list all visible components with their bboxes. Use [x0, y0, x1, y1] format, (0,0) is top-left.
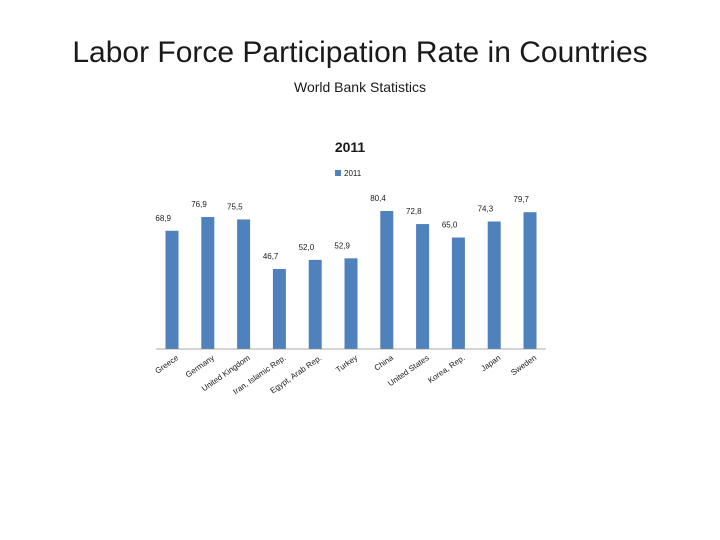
value-label: 46,7	[263, 252, 279, 261]
legend: 2011	[335, 169, 362, 178]
category-label: Japan	[479, 353, 502, 373]
legend-swatch	[335, 170, 341, 176]
bar-greece	[165, 230, 179, 349]
category-label: Turkey	[334, 353, 359, 374]
category-label: Greece	[153, 353, 180, 376]
value-label: 52,0	[299, 243, 315, 252]
bar-japan	[487, 221, 501, 349]
bar-egypt-arab-rep	[308, 259, 322, 349]
value-label: 72,8	[406, 207, 422, 216]
value-label: 65,0	[442, 221, 458, 230]
bar-sweden	[523, 212, 537, 349]
slide-title: Labor Force Participation Rate in Countr…	[72, 36, 648, 69]
value-labels-group: 68,9 76,9 75,5 46,7 52,0 52,9 80,4 72,8 65,0 74,3…	[155, 194, 529, 261]
legend-label: 2011	[344, 169, 362, 178]
value-label: 75,5	[227, 202, 243, 211]
category-label: Sweden	[509, 353, 538, 377]
slide-subtitle: World Bank Statistics	[293, 79, 426, 95]
value-label: 52,9	[334, 241, 350, 250]
bar-turkey	[344, 258, 358, 349]
bar-united-kingdom	[237, 219, 251, 349]
category-label: Korea, Rep.	[426, 353, 466, 385]
value-label: 79,7	[513, 195, 529, 204]
bar-germany	[201, 217, 215, 349]
bar-united-states	[416, 224, 430, 349]
bar-iran-islamic-rep	[272, 269, 286, 349]
chart-title: 2011	[335, 139, 366, 155]
value-label: 68,9	[155, 214, 171, 223]
bar-china	[380, 211, 394, 349]
value-label: 80,4	[370, 194, 386, 203]
bars-group	[165, 211, 537, 349]
category-label: Germany	[184, 353, 216, 379]
value-label: 76,9	[191, 200, 207, 209]
value-label: 74,3	[478, 204, 494, 213]
bar-korea-rep	[451, 237, 465, 349]
category-label: China	[373, 353, 396, 373]
